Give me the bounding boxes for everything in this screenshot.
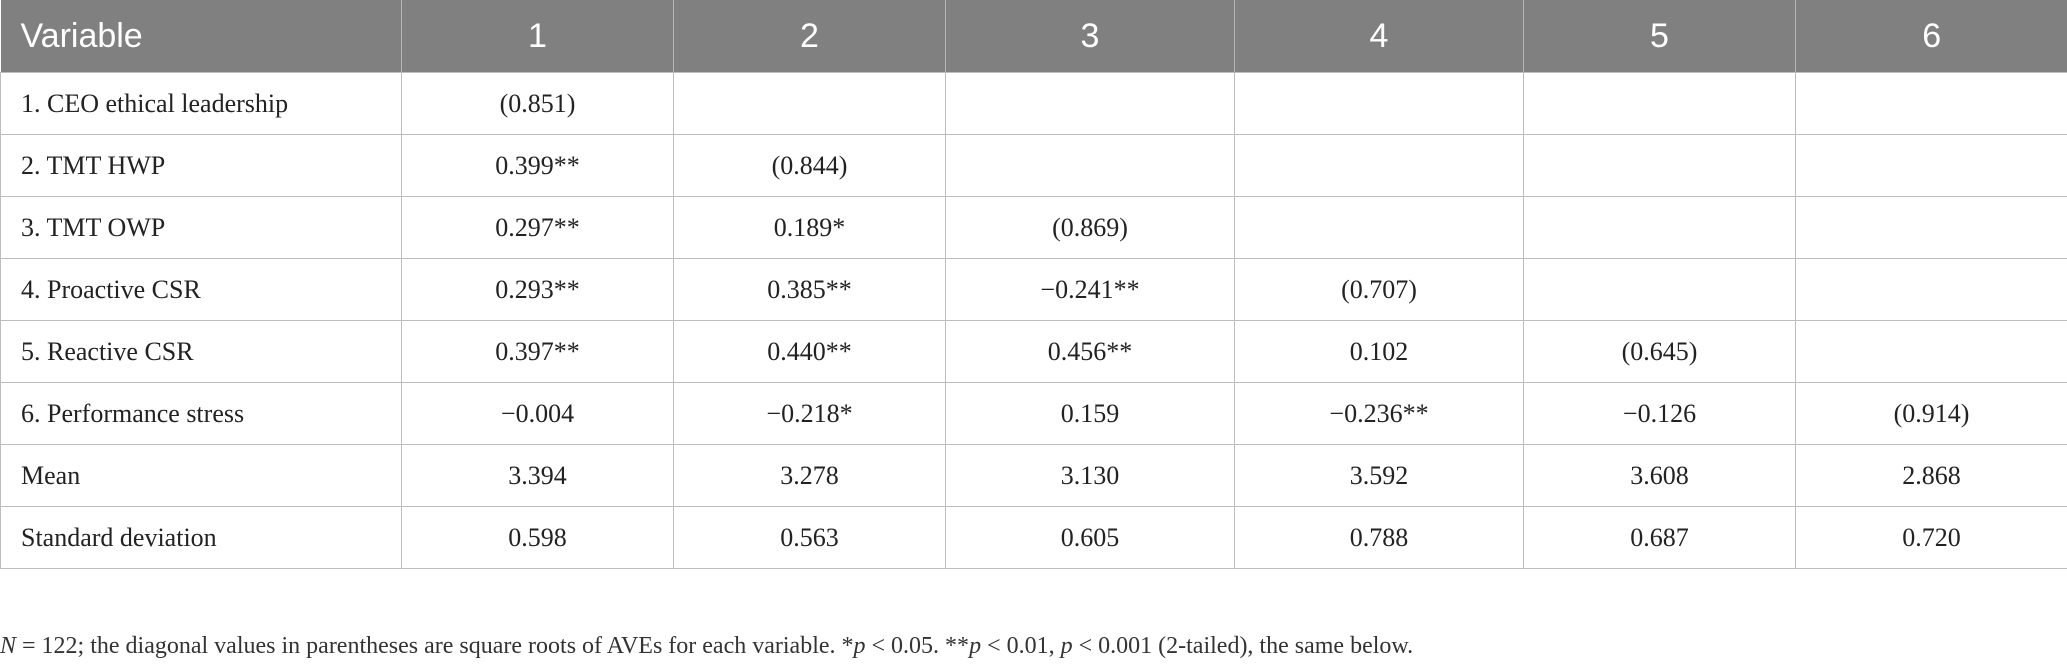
header-cell-3: 3: [945, 0, 1235, 73]
note-p-italic-1: p: [853, 633, 866, 659]
value-cell: [1795, 258, 2067, 321]
value-cell: 0.605: [945, 506, 1235, 569]
table-footnote: N = 122; the diagonal values in parenthe…: [0, 633, 1413, 660]
value-cell: −0.236**: [1234, 382, 1524, 445]
note-n-italic: N: [0, 633, 17, 659]
value-cell: (0.914): [1795, 382, 2067, 445]
value-cell: [1523, 134, 1796, 197]
value-cell: 0.720: [1795, 506, 2067, 569]
value-cell: [1523, 196, 1796, 259]
header-cell-variable: Variable: [0, 0, 402, 73]
row-label-cell: Standard deviation: [0, 506, 402, 569]
row-label-cell: 6. Performance stress: [0, 382, 402, 445]
value-cell: [1523, 72, 1796, 135]
table-row: 2. TMT HWP 0.399** (0.844): [0, 134, 2067, 197]
table-row: 1. CEO ethical leadership (0.851): [0, 72, 2067, 135]
value-cell: 0.687: [1523, 506, 1796, 569]
value-cell: [1795, 134, 2067, 197]
value-cell: 3.394: [401, 444, 674, 507]
value-cell: 0.189*: [673, 196, 946, 259]
note-p-italic-3: p: [1060, 633, 1073, 659]
value-cell: [1234, 72, 1524, 135]
value-cell: 0.456**: [945, 320, 1235, 383]
value-cell: (0.844): [673, 134, 946, 197]
value-cell: 3.130: [945, 444, 1235, 507]
value-cell: [945, 134, 1235, 197]
header-cell-4: 4: [1234, 0, 1524, 73]
row-label-cell: 5. Reactive CSR: [0, 320, 402, 383]
value-cell: [1795, 196, 2067, 259]
value-cell: [1234, 196, 1524, 259]
header-cell-6: 6: [1795, 0, 2067, 73]
table-body: 1. CEO ethical leadership (0.851) 2. TMT H…: [0, 72, 2067, 569]
table-row: 3. TMT OWP 0.297** 0.189* (0.869): [0, 196, 2067, 259]
value-cell: [1795, 72, 2067, 135]
value-cell: 0.399**: [401, 134, 674, 197]
header-cell-1: 1: [401, 0, 674, 73]
value-cell: 3.592: [1234, 444, 1524, 507]
row-label-cell: 2. TMT HWP: [0, 134, 402, 197]
row-label-cell: 1. CEO ethical leadership: [0, 72, 402, 135]
value-cell: 3.608: [1523, 444, 1796, 507]
row-label-cell: 4. Proactive CSR: [0, 258, 402, 321]
note-text-2: < 0.05. **: [865, 633, 970, 659]
value-cell: 2.868: [1795, 444, 2067, 507]
row-label-cell: Mean: [0, 444, 402, 507]
value-cell: (0.869): [945, 196, 1235, 259]
header-cell-5: 5: [1523, 0, 1796, 73]
value-cell: 0.159: [945, 382, 1235, 445]
value-cell: (0.707): [1234, 258, 1524, 321]
value-cell: 0.102: [1234, 320, 1524, 383]
value-cell: [673, 72, 946, 135]
note-p-italic-2: p: [969, 633, 982, 659]
note-text-1: = 122; the diagonal values in parenthese…: [16, 633, 854, 659]
header-cell-2: 2: [673, 0, 946, 73]
value-cell: 0.385**: [673, 258, 946, 321]
table-row: Mean 3.394 3.278 3.130 3.592 3.608 2.868: [0, 444, 2067, 507]
value-cell: [945, 72, 1235, 135]
table-row: 4. Proactive CSR 0.293** 0.385** −0.241** (0…: [0, 258, 2067, 321]
value-cell: 0.788: [1234, 506, 1524, 569]
value-cell: [1234, 134, 1524, 197]
value-cell: −0.126: [1523, 382, 1796, 445]
value-cell: −0.218*: [673, 382, 946, 445]
value-cell: 0.440**: [673, 320, 946, 383]
value-cell: −0.241**: [945, 258, 1235, 321]
value-cell: (0.645): [1523, 320, 1796, 383]
value-cell: 0.297**: [401, 196, 674, 259]
note-text-4: < 0.001 (2-tailed), the same below.: [1072, 633, 1414, 659]
table-row: Standard deviation 0.598 0.563 0.605 0.788 0.…: [0, 506, 2067, 569]
table-row: 6. Performance stress −0.004 −0.218* 0.159−…: [0, 382, 2067, 445]
value-cell: [1795, 320, 2067, 383]
correlation-table-container: Variable 1 2 3 4 5 6 1. CEO ethical lead…: [0, 0, 2067, 569]
value-cell: 0.293**: [401, 258, 674, 321]
value-cell: 0.563: [673, 506, 946, 569]
value-cell: 0.397**: [401, 320, 674, 383]
value-cell: 3.278: [673, 444, 946, 507]
table-row: 5. Reactive CSR 0.397** 0.440** 0.456** 0.10…: [0, 320, 2067, 383]
row-label-cell: 3. TMT OWP: [0, 196, 402, 259]
table-header-row: Variable 1 2 3 4 5 6: [0, 0, 2067, 73]
correlation-table: Variable 1 2 3 4 5 6 1. CEO ethical lead…: [0, 0, 2067, 569]
note-text-3: < 0.01,: [981, 633, 1061, 659]
value-cell: [1523, 258, 1796, 321]
value-cell: (0.851): [401, 72, 674, 135]
value-cell: 0.598: [401, 506, 674, 569]
value-cell: −0.004: [401, 382, 674, 445]
